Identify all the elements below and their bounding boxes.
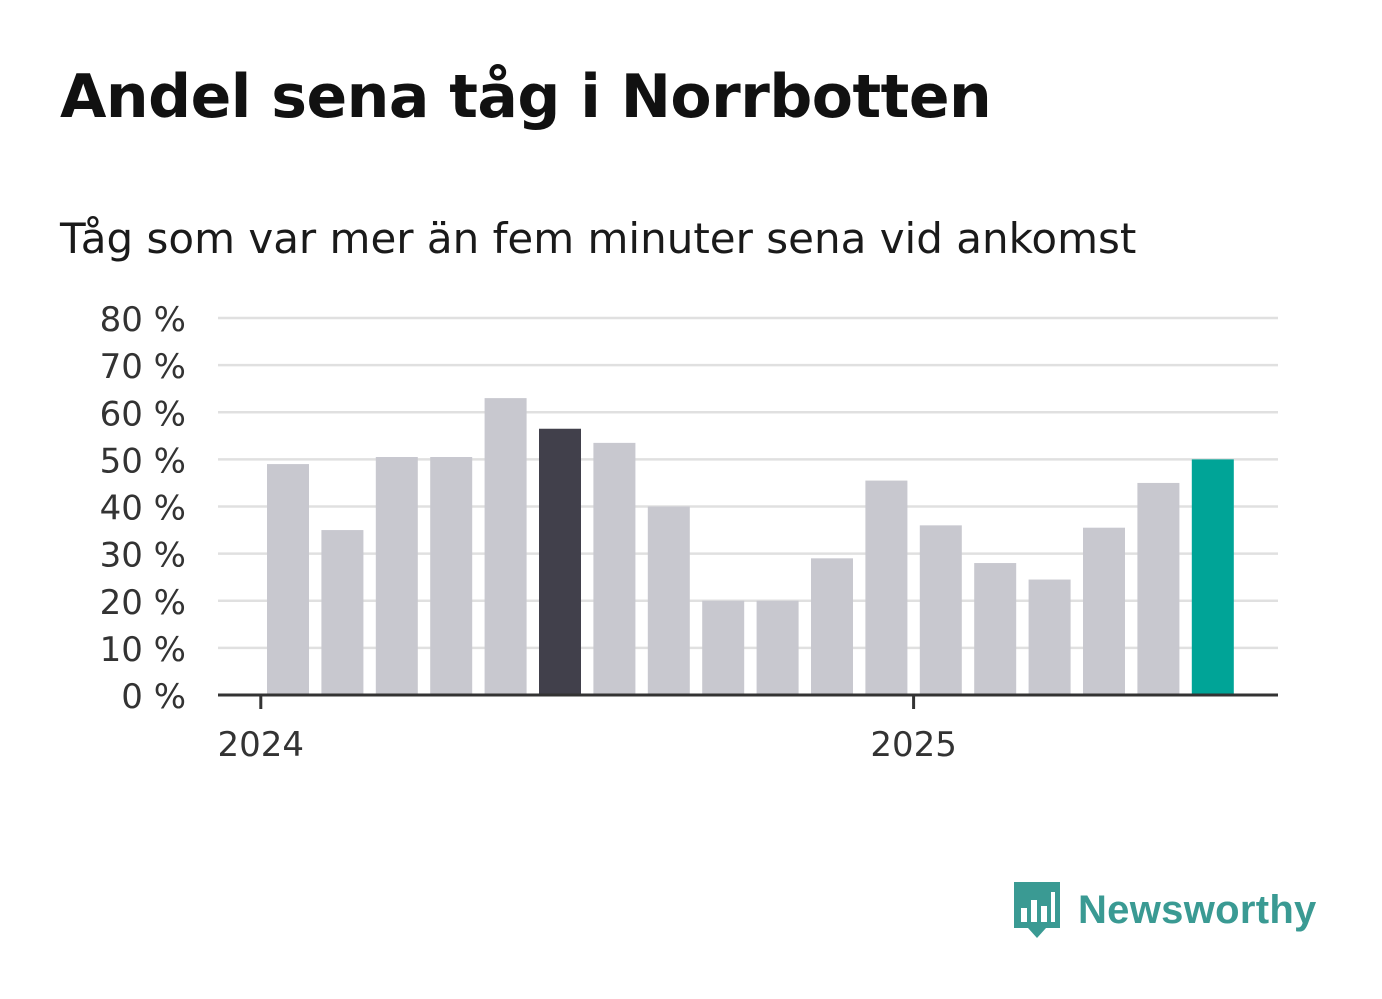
y-tick-label: 0 % bbox=[121, 677, 186, 717]
bar bbox=[865, 480, 908, 695]
y-tick-label: 70 % bbox=[100, 347, 186, 387]
y-tick-label: 20 % bbox=[100, 583, 186, 623]
bar bbox=[702, 600, 745, 695]
chart-title: Andel sena tåg i Norrbotten bbox=[60, 62, 992, 132]
bar bbox=[1083, 527, 1125, 695]
bar bbox=[321, 530, 364, 695]
bar bbox=[593, 442, 636, 695]
bar bbox=[1191, 459, 1234, 695]
bar bbox=[1028, 579, 1071, 695]
bar-chart-speech-bubble-icon bbox=[1014, 882, 1060, 938]
chart-subtitle: Tåg som var mer än fem minuter sena vid … bbox=[60, 214, 1137, 263]
bar bbox=[484, 398, 527, 695]
bar bbox=[430, 457, 473, 695]
y-tick-label: 10 % bbox=[100, 630, 186, 670]
bar bbox=[974, 563, 1017, 695]
y-tick-label: 60 % bbox=[100, 394, 186, 434]
y-tick-label: 80 % bbox=[100, 300, 186, 340]
bar bbox=[756, 600, 799, 695]
x-tick-label: 2025 bbox=[870, 725, 957, 765]
bar bbox=[647, 506, 690, 695]
y-tick-label: 50 % bbox=[100, 441, 186, 481]
bar bbox=[267, 464, 309, 695]
x-tick-label: 2024 bbox=[218, 725, 305, 765]
bar bbox=[919, 525, 962, 695]
bar bbox=[811, 558, 853, 695]
bar bbox=[375, 457, 418, 695]
brand-name: Newsworthy bbox=[1078, 887, 1317, 932]
bar bbox=[539, 428, 581, 695]
y-tick-label: 30 % bbox=[100, 536, 186, 576]
newsworthy-logo: Newsworthy bbox=[1010, 878, 1317, 942]
bar bbox=[1137, 482, 1180, 695]
y-tick-label: 40 % bbox=[100, 489, 186, 529]
